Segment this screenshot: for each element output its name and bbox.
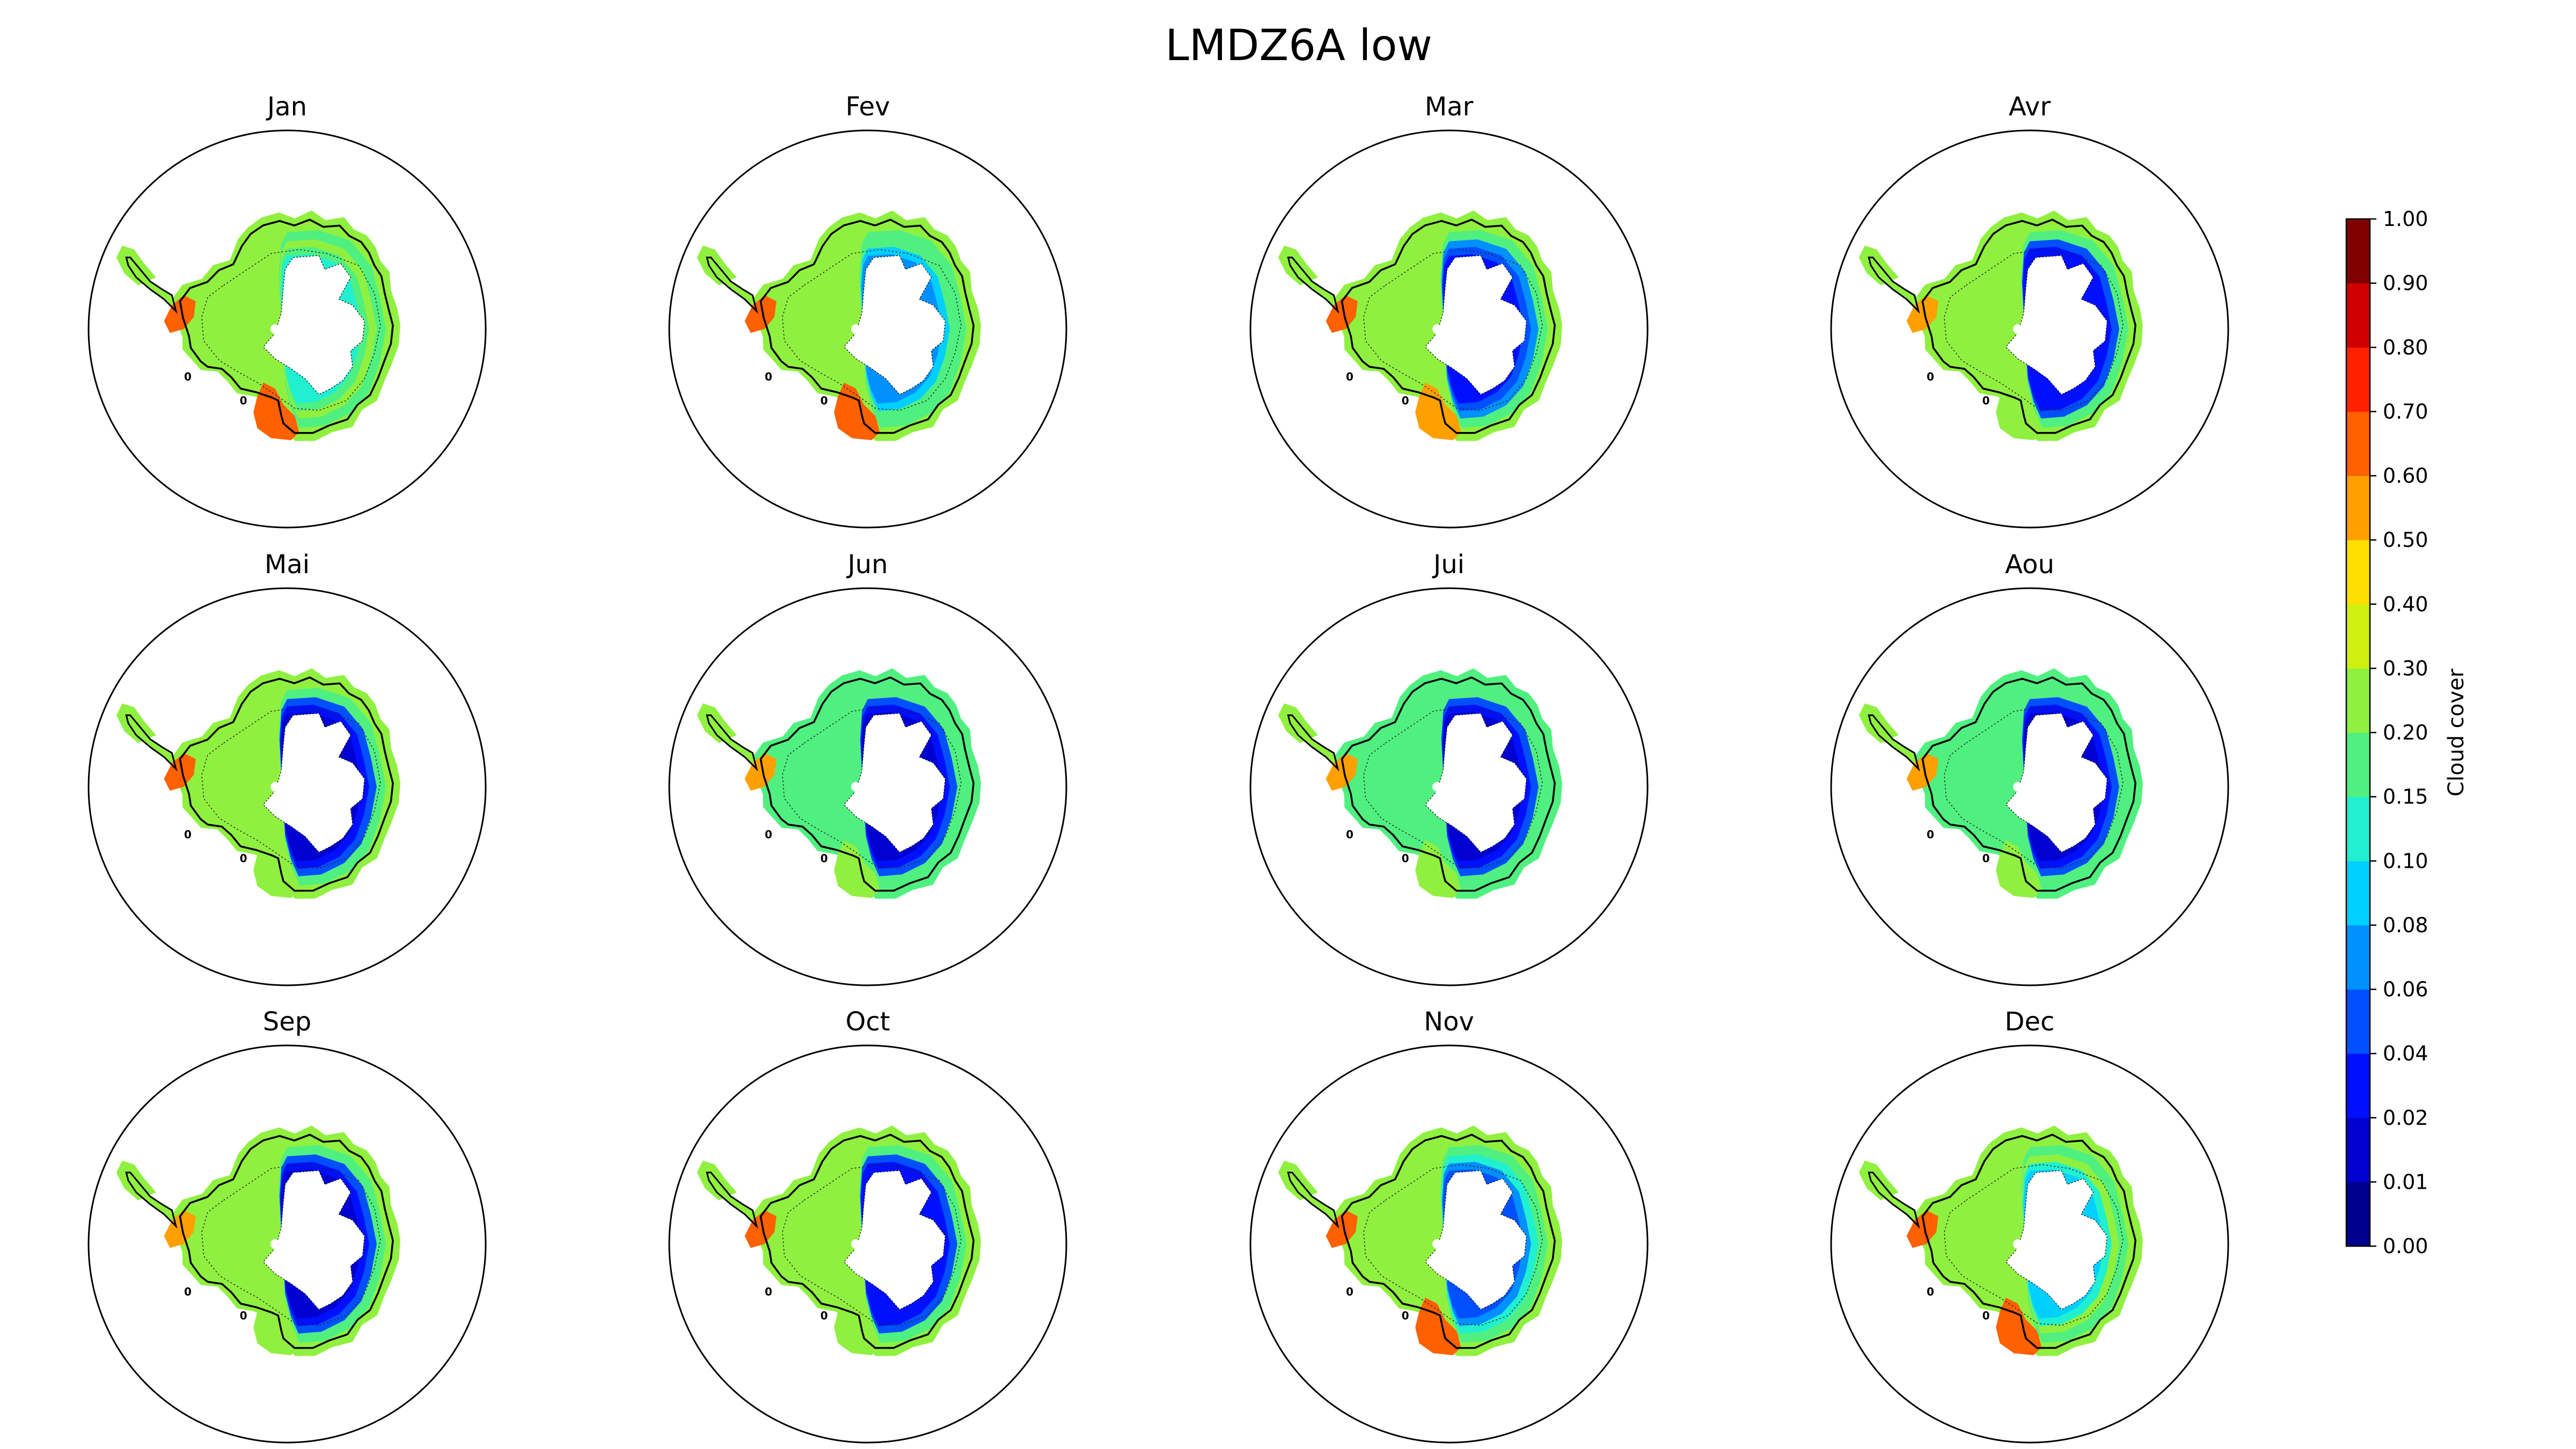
colorbar-swatch	[2346, 861, 2370, 925]
contour-label: 0	[1346, 828, 1353, 841]
colorbar-tick-label: 0.06	[2383, 978, 2428, 1001]
panel-title: Jan	[266, 92, 307, 122]
colorbar-swatch	[2346, 925, 2370, 990]
pole-marker	[851, 1239, 861, 1249]
map-panel-jun: 0 0 Jun	[669, 550, 1066, 985]
pole-marker	[270, 324, 280, 334]
panel-title: Avr	[2009, 92, 2051, 122]
panel-title: Sep	[263, 1007, 311, 1037]
colorbar-swatch	[2346, 604, 2370, 669]
panel-title: Jun	[846, 550, 888, 580]
contour-label: 0	[1402, 1309, 1409, 1322]
map-panel-mai: 0 0 Mai	[89, 550, 486, 985]
contour-label: 0	[240, 852, 247, 865]
map-panel-mar: 0 0 Mar	[1250, 92, 1648, 528]
pole-marker	[851, 324, 861, 334]
contour-label: 0	[1402, 852, 1409, 865]
contour-label: 0	[1982, 1309, 1990, 1322]
contour-label: 0	[1346, 370, 1353, 383]
contour-label: 0	[1346, 1285, 1353, 1298]
contour-label: 0	[1927, 828, 1934, 841]
map-panel-dec: 0 0 Dec	[1831, 1007, 2228, 1443]
colorbar-tick-label: 0.00	[2383, 1234, 2428, 1258]
contour-label: 0	[184, 1285, 192, 1298]
colorbar-tick-label: 1.00	[2383, 207, 2428, 231]
map-panel-jan: 0 0 Jan	[89, 92, 486, 528]
colorbar-label: Cloud cover	[2444, 668, 2469, 796]
colorbar-swatch	[2346, 733, 2370, 797]
pole-marker	[1432, 782, 1442, 792]
pole-marker	[1432, 324, 1442, 334]
colorbar-swatch	[2346, 1053, 2370, 1118]
colorbar-swatch	[2346, 668, 2370, 733]
panel-title: Fev	[846, 92, 890, 122]
contour-label: 0	[821, 1309, 828, 1322]
contour-label: 0	[765, 1285, 772, 1298]
map-panel-nov: 0 0 Nov	[1250, 1007, 1648, 1443]
contour-label: 0	[765, 370, 772, 383]
colorbar-swatch	[2346, 540, 2370, 604]
colorbar-tick-label: 0.01	[2383, 1170, 2428, 1194]
contour-label: 0	[240, 1309, 247, 1322]
colorbar-swatch	[2346, 412, 2370, 476]
colorbar-swatch	[2346, 797, 2370, 861]
colorbar-tick-label: 0.30	[2383, 656, 2428, 680]
pole-marker	[270, 1239, 280, 1249]
contour-label: 0	[1982, 394, 1990, 407]
colorbar-tick-label: 0.20	[2383, 721, 2428, 744]
map-panel-oct: 0 0 Oct	[669, 1007, 1066, 1443]
contour-label: 0	[1927, 370, 1934, 383]
panels: 0 0 Jan 0 0 Fev 0 0 Mar 0 0 Avr 0 0 Mai 0 0 Jun 0 0 Jui 0 0 Aou…	[89, 92, 2228, 1443]
map-panel-fev: 0 0 Fev	[669, 92, 1066, 528]
figure-title: LMDZ6A low	[1165, 20, 1432, 70]
contour-label: 0	[184, 370, 192, 383]
panel-title: Jui	[1432, 550, 1465, 580]
map-panel-sep: 0 0 Sep	[89, 1007, 486, 1443]
colorbar-tick-label: 0.90	[2383, 272, 2428, 295]
panel-title: Mai	[265, 550, 310, 580]
pole-marker	[270, 782, 280, 792]
contour-label: 0	[765, 828, 772, 841]
colorbar-swatch	[2346, 1182, 2370, 1246]
map-panel-jui: 0 0 Jui	[1250, 550, 1648, 985]
contour-label: 0	[821, 852, 828, 865]
map-panel-avr: 0 0 Avr	[1831, 92, 2228, 528]
colorbar-tick-label: 0.60	[2383, 464, 2428, 488]
contour-label: 0	[821, 394, 828, 407]
colorbar-swatch	[2346, 476, 2370, 540]
pole-marker	[851, 782, 861, 792]
colorbar-swatch	[2346, 283, 2370, 348]
colorbar-swatch	[2346, 990, 2370, 1054]
pole-marker	[1432, 1239, 1442, 1249]
panel-title: Nov	[1424, 1007, 1474, 1037]
colorbar-tick-label: 0.04	[2383, 1042, 2428, 1065]
map-panel-aou: 0 0 Aou	[1831, 550, 2228, 985]
colorbar-tick-label: 0.08	[2383, 913, 2428, 937]
colorbar-swatch	[2346, 347, 2370, 412]
colorbar-swatch	[2346, 219, 2370, 283]
contour-label: 0	[240, 394, 247, 407]
colorbar: 0.00 0.01 0.02 0.04 0.06 0.08 0.10 0.15 0.20 0.30…	[2346, 207, 2469, 1258]
panel-title: Oct	[846, 1007, 890, 1037]
colorbar-tick-label: 0.70	[2383, 400, 2428, 423]
contour-label: 0	[184, 828, 192, 841]
colorbar-swatch	[2346, 1118, 2370, 1182]
panel-title: Dec	[2005, 1007, 2055, 1037]
contour-label: 0	[1982, 852, 1990, 865]
panel-title: Aou	[2005, 550, 2054, 580]
colorbar-tick-label: 0.80	[2383, 335, 2428, 359]
colorbar-tick-label: 0.10	[2383, 849, 2428, 873]
colorbar-tick-label: 0.15	[2383, 785, 2428, 809]
pole-marker	[2013, 782, 2023, 792]
colorbar-tick-label: 0.02	[2383, 1106, 2428, 1130]
colorbar-tick-label: 0.50	[2383, 528, 2428, 552]
pole-marker	[2013, 1239, 2023, 1249]
pole-marker	[2013, 324, 2023, 334]
contour-label: 0	[1402, 394, 1409, 407]
colorbar-tick-label: 0.40	[2383, 592, 2428, 616]
panel-title: Mar	[1425, 92, 1474, 122]
contour-label: 0	[1927, 1285, 1934, 1298]
